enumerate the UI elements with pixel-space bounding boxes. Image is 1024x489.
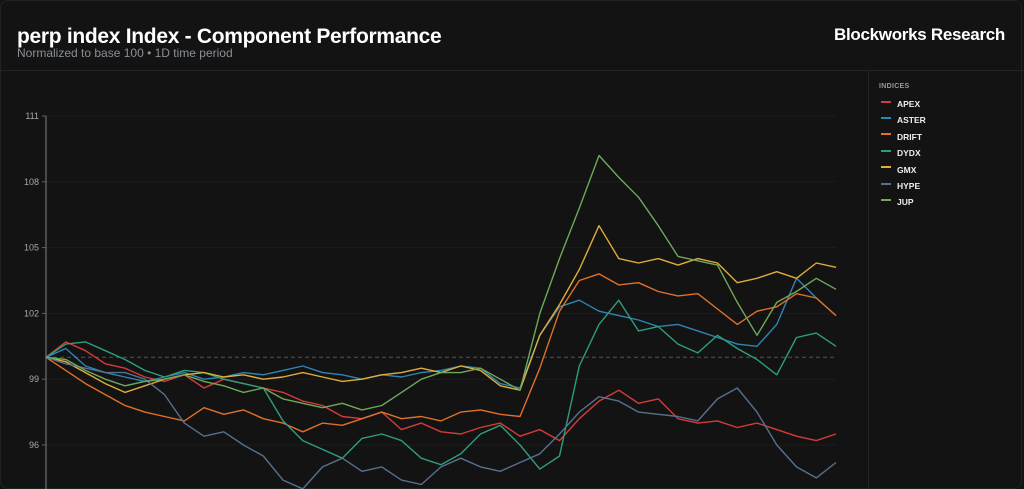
legend-item-dydx[interactable]: DYDX xyxy=(881,146,921,160)
legend-swatch-icon xyxy=(881,149,891,152)
legend-item-aster[interactable]: ASTER xyxy=(881,113,926,127)
chart-header: perp index Index - Component Performance… xyxy=(0,0,1024,71)
legend-label: HYPE xyxy=(897,181,921,191)
y-tick-label: 99 xyxy=(29,374,39,384)
series-line-jup xyxy=(45,154,837,411)
y-tick-label: 108 xyxy=(24,177,39,187)
chart-subtitle: Normalized to base 100 • 1D time period xyxy=(17,46,233,60)
legend-swatch-icon xyxy=(881,100,891,103)
legend-swatch-icon xyxy=(881,198,891,201)
legend-swatch-icon xyxy=(881,116,891,119)
legend-item-jup[interactable]: JUP xyxy=(881,195,914,209)
y-tick-label: 102 xyxy=(24,308,39,318)
series-line-aster xyxy=(45,277,837,389)
legend-label: APEX xyxy=(897,99,921,109)
legend-label: ASTER xyxy=(897,115,926,126)
legend-item-gmx[interactable]: GMX xyxy=(881,163,916,177)
y-tick-label: 111 xyxy=(25,111,39,121)
legend-swatch-icon xyxy=(881,166,891,169)
legend-item-apex[interactable]: APEX xyxy=(881,97,920,111)
series-line-drift xyxy=(45,273,837,433)
legend-swatch-icon xyxy=(881,182,891,185)
series-line-dydx xyxy=(45,299,837,470)
brand-logo-text: Blockworks Research xyxy=(834,25,1005,44)
legend-title: INDICES xyxy=(879,83,910,90)
legend-item-drift[interactable]: DRIFT xyxy=(881,130,922,144)
legend-label: DRIFT xyxy=(897,131,923,142)
legend-label: DYDX xyxy=(897,148,921,159)
legend-item-hype[interactable]: HYPE xyxy=(881,179,920,193)
series-line-hype xyxy=(45,356,837,489)
chart-plot-area: 96 99 102 105 108 111 xyxy=(24,111,837,489)
legend-label: GMX xyxy=(897,164,917,175)
chart-title: perp index Index - Component Performance xyxy=(17,25,442,48)
y-tick-label: 96 xyxy=(29,440,39,450)
y-tick-label: 105 xyxy=(24,243,39,253)
legend-label: JUP xyxy=(897,197,914,208)
series-line-apex xyxy=(45,341,837,442)
legend-panel: INDICES APEX ASTER DRIFT DYDX GMX HYPE JUP xyxy=(868,71,1024,489)
legend-swatch-icon xyxy=(881,133,891,136)
line-chart: 96 99 102 105 108 111 xyxy=(0,71,867,489)
